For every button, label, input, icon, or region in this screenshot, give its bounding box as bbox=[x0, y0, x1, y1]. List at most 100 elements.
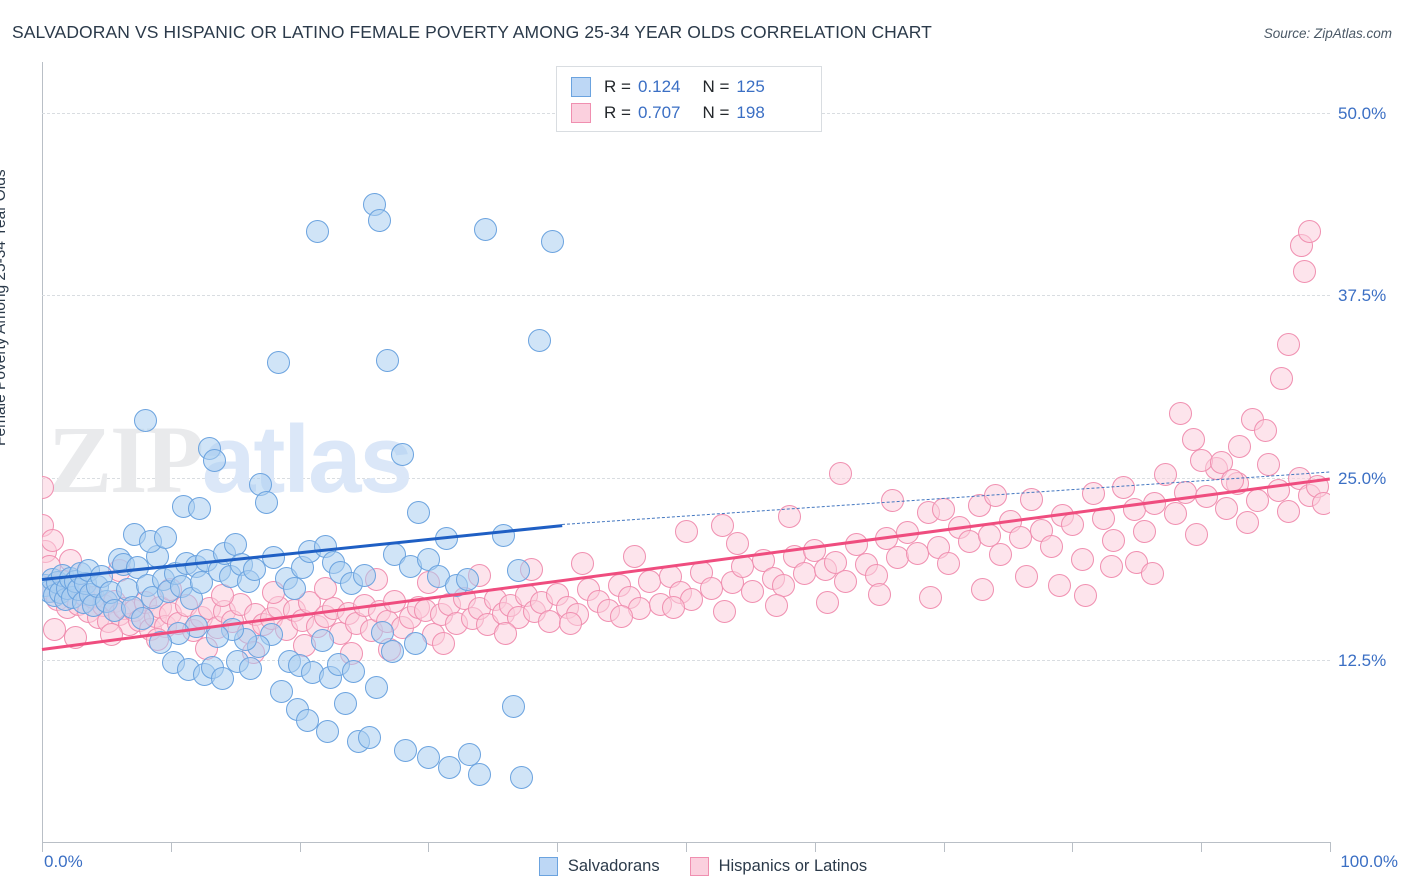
gridline bbox=[42, 295, 1330, 297]
scatter-point bbox=[1181, 428, 1205, 452]
scatter-point bbox=[1140, 562, 1164, 586]
scatter-point bbox=[1102, 528, 1126, 552]
scatter-point bbox=[1081, 482, 1105, 506]
scatter-point bbox=[896, 521, 920, 545]
scatter-point bbox=[1277, 499, 1301, 523]
series-legend-item-salvadorans[interactable]: Salvadorans bbox=[538, 856, 660, 876]
scatter-point bbox=[507, 559, 531, 583]
x-axis-tick bbox=[686, 842, 687, 852]
legend-swatch-salvadorans bbox=[571, 77, 591, 97]
scatter-point bbox=[494, 622, 518, 645]
scatter-point bbox=[380, 639, 404, 663]
gridline bbox=[42, 659, 1330, 661]
scatter-point bbox=[726, 531, 750, 555]
scatter-point bbox=[43, 617, 67, 641]
x-axis-tick bbox=[170, 842, 172, 852]
scatter-point bbox=[282, 576, 306, 600]
scatter-point bbox=[316, 719, 340, 743]
series-swatch-hispanics bbox=[689, 856, 709, 876]
y-axis-tick-label: 50.0% bbox=[1338, 104, 1387, 124]
scatter-points-layer bbox=[42, 62, 1330, 842]
scatter-point bbox=[352, 563, 376, 587]
legend-n-key-hispanics: N = bbox=[702, 103, 730, 122]
scatter-point bbox=[1060, 512, 1084, 536]
scatter-point bbox=[970, 578, 994, 602]
scatter-point bbox=[1312, 492, 1330, 516]
scatter-point bbox=[1163, 502, 1187, 526]
scatter-point bbox=[834, 569, 858, 593]
scatter-point bbox=[375, 349, 399, 373]
scatter-point bbox=[710, 514, 734, 538]
scatter-point bbox=[1184, 522, 1208, 546]
series-label-salvadorans: Salvadorans bbox=[567, 856, 660, 875]
correlation-legend: R = 0.124 N = 125 R = 0.707 N = 198 bbox=[556, 66, 822, 132]
scatter-point bbox=[342, 659, 366, 683]
scatter-point bbox=[1071, 547, 1095, 571]
y-axis-tick-label: 25.0% bbox=[1338, 468, 1387, 488]
scatter-point bbox=[254, 490, 278, 514]
scatter-point bbox=[432, 632, 456, 656]
scatter-point bbox=[306, 219, 330, 243]
scatter-point bbox=[1292, 260, 1316, 284]
scatter-point bbox=[661, 595, 685, 619]
scatter-point bbox=[540, 229, 564, 253]
scatter-point bbox=[404, 632, 428, 656]
scatter-point bbox=[311, 629, 335, 653]
scatter-point bbox=[638, 569, 662, 593]
scatter-point bbox=[468, 763, 492, 787]
scatter-point bbox=[527, 328, 551, 352]
legend-swatch-hispanics bbox=[571, 103, 591, 123]
scatter-point bbox=[243, 557, 267, 581]
scatter-point bbox=[262, 546, 286, 570]
scatter-point bbox=[491, 524, 515, 548]
x-axis-tick bbox=[1072, 842, 1074, 852]
x-axis-max-label: 100.0% bbox=[1340, 852, 1398, 871]
scatter-point bbox=[1236, 511, 1260, 535]
scatter-point bbox=[867, 582, 891, 606]
scatter-point bbox=[713, 600, 737, 624]
scatter-point bbox=[803, 538, 827, 562]
scatter-point bbox=[1143, 492, 1167, 516]
series-label-hispanics: Hispanics or Latinos bbox=[718, 856, 868, 875]
scatter-point bbox=[777, 505, 801, 529]
series-legend-item-hispanics[interactable]: Hispanics or Latinos bbox=[689, 856, 868, 876]
scatter-point bbox=[148, 630, 172, 654]
scatter-point bbox=[1220, 468, 1244, 492]
scatter-point bbox=[1194, 484, 1218, 508]
scatter-point bbox=[1189, 448, 1213, 472]
legend-n-key-salvadorans: N = bbox=[702, 77, 730, 96]
scatter-point bbox=[1099, 554, 1123, 578]
scatter-point bbox=[365, 675, 389, 699]
scatter-point bbox=[823, 550, 847, 574]
x-axis-min-label: 0.0% bbox=[44, 852, 83, 871]
y-axis-line bbox=[42, 62, 43, 842]
scatter-point bbox=[1014, 565, 1038, 589]
scatter-point bbox=[416, 745, 440, 769]
scatter-point bbox=[313, 576, 337, 600]
scatter-point bbox=[393, 738, 417, 762]
y-axis-tick-label: 12.5% bbox=[1338, 650, 1387, 670]
scatter-point bbox=[295, 709, 319, 733]
legend-n-value-hispanics: 198 bbox=[736, 103, 765, 122]
series-legend: Salvadorans Hispanics or Latinos bbox=[0, 846, 1406, 886]
scatter-point bbox=[932, 498, 956, 522]
plot-area: ZIPatlas bbox=[41, 62, 1331, 842]
legend-n-value-salvadorans: 125 bbox=[736, 77, 765, 96]
legend-r-value-salvadorans: 0.124 bbox=[637, 77, 681, 96]
scatter-point bbox=[764, 594, 788, 618]
scatter-point bbox=[367, 209, 391, 233]
scatter-point bbox=[610, 604, 634, 628]
x-axis-tick bbox=[42, 842, 43, 852]
scatter-point bbox=[1091, 506, 1115, 530]
page-title: SALVADORAN VS HISPANIC OR LATINO FEMALE … bbox=[12, 22, 932, 42]
scatter-point bbox=[792, 562, 816, 586]
source-attribution: Source: ZipAtlas.com bbox=[1263, 26, 1392, 41]
legend-r-key-hispanics: R = bbox=[604, 103, 631, 122]
scatter-point bbox=[473, 218, 497, 242]
legend-r-key-salvadorans: R = bbox=[604, 77, 631, 96]
scatter-point bbox=[210, 667, 234, 691]
scatter-point bbox=[983, 483, 1007, 507]
scatter-point bbox=[1153, 463, 1177, 487]
scatter-point bbox=[1246, 489, 1270, 513]
